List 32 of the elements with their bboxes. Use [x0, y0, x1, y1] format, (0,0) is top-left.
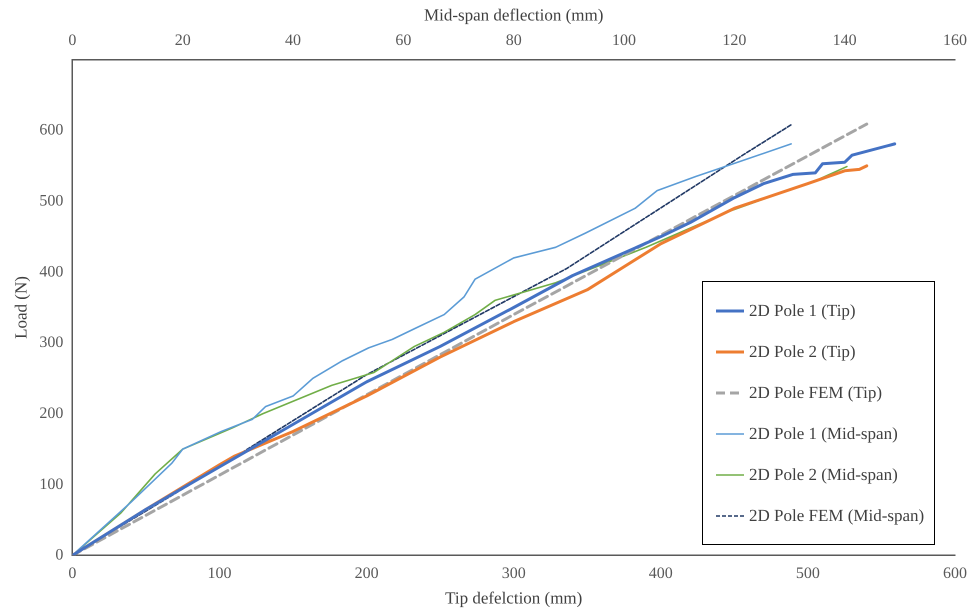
x-tick-label: 0 — [68, 565, 76, 582]
x-tick-label: 400 — [648, 565, 673, 582]
x-tick-label: 100 — [208, 565, 232, 582]
legend-label: 2D Pole FEM (Mid-span) — [749, 506, 924, 526]
x-tick-label: 500 — [796, 565, 820, 582]
x2-tick-label: 140 — [832, 32, 857, 50]
x-tick-label: 300 — [502, 565, 526, 582]
x2-tick-label: 20 — [174, 32, 191, 50]
legend-label: 2D Pole FEM (Tip) — [749, 382, 882, 403]
y-tick-label: 500 — [39, 192, 64, 210]
y-tick-label: 300 — [39, 334, 64, 352]
legend-label: 2D Pole 1 (Tip) — [749, 300, 856, 321]
x2-tick-label: 0 — [68, 32, 76, 50]
y-tick-label: 400 — [39, 263, 64, 280]
x2-tick-label: 160 — [943, 32, 967, 50]
x-axis-title: Tip defelction (mm) — [445, 588, 582, 608]
x2-tick-label: 120 — [722, 32, 746, 50]
legend-label: 2D Pole 1 (Mid-span) — [749, 424, 898, 444]
x2-tick-label: 100 — [612, 32, 636, 50]
x2-tick-label: 80 — [506, 32, 522, 50]
legend-label: 2D Pole 2 (Tip) — [749, 342, 856, 362]
x2-axis-title: Mid-span deflection (mm) — [424, 6, 604, 25]
x2-tick-label: 40 — [285, 32, 302, 50]
y-tick-label: 600 — [39, 122, 64, 139]
x-tick-label: 600 — [943, 565, 967, 582]
y-tick-label: 200 — [39, 404, 64, 422]
x-tick-label: 200 — [354, 565, 379, 582]
legend-label: 2D Pole 2 (Mid-span) — [749, 464, 898, 485]
y-tick-label: 0 — [55, 546, 64, 564]
x2-tick-label: 60 — [395, 32, 412, 50]
y-axis-title: Load (N) — [12, 276, 31, 339]
y-tick-label: 100 — [39, 476, 64, 493]
